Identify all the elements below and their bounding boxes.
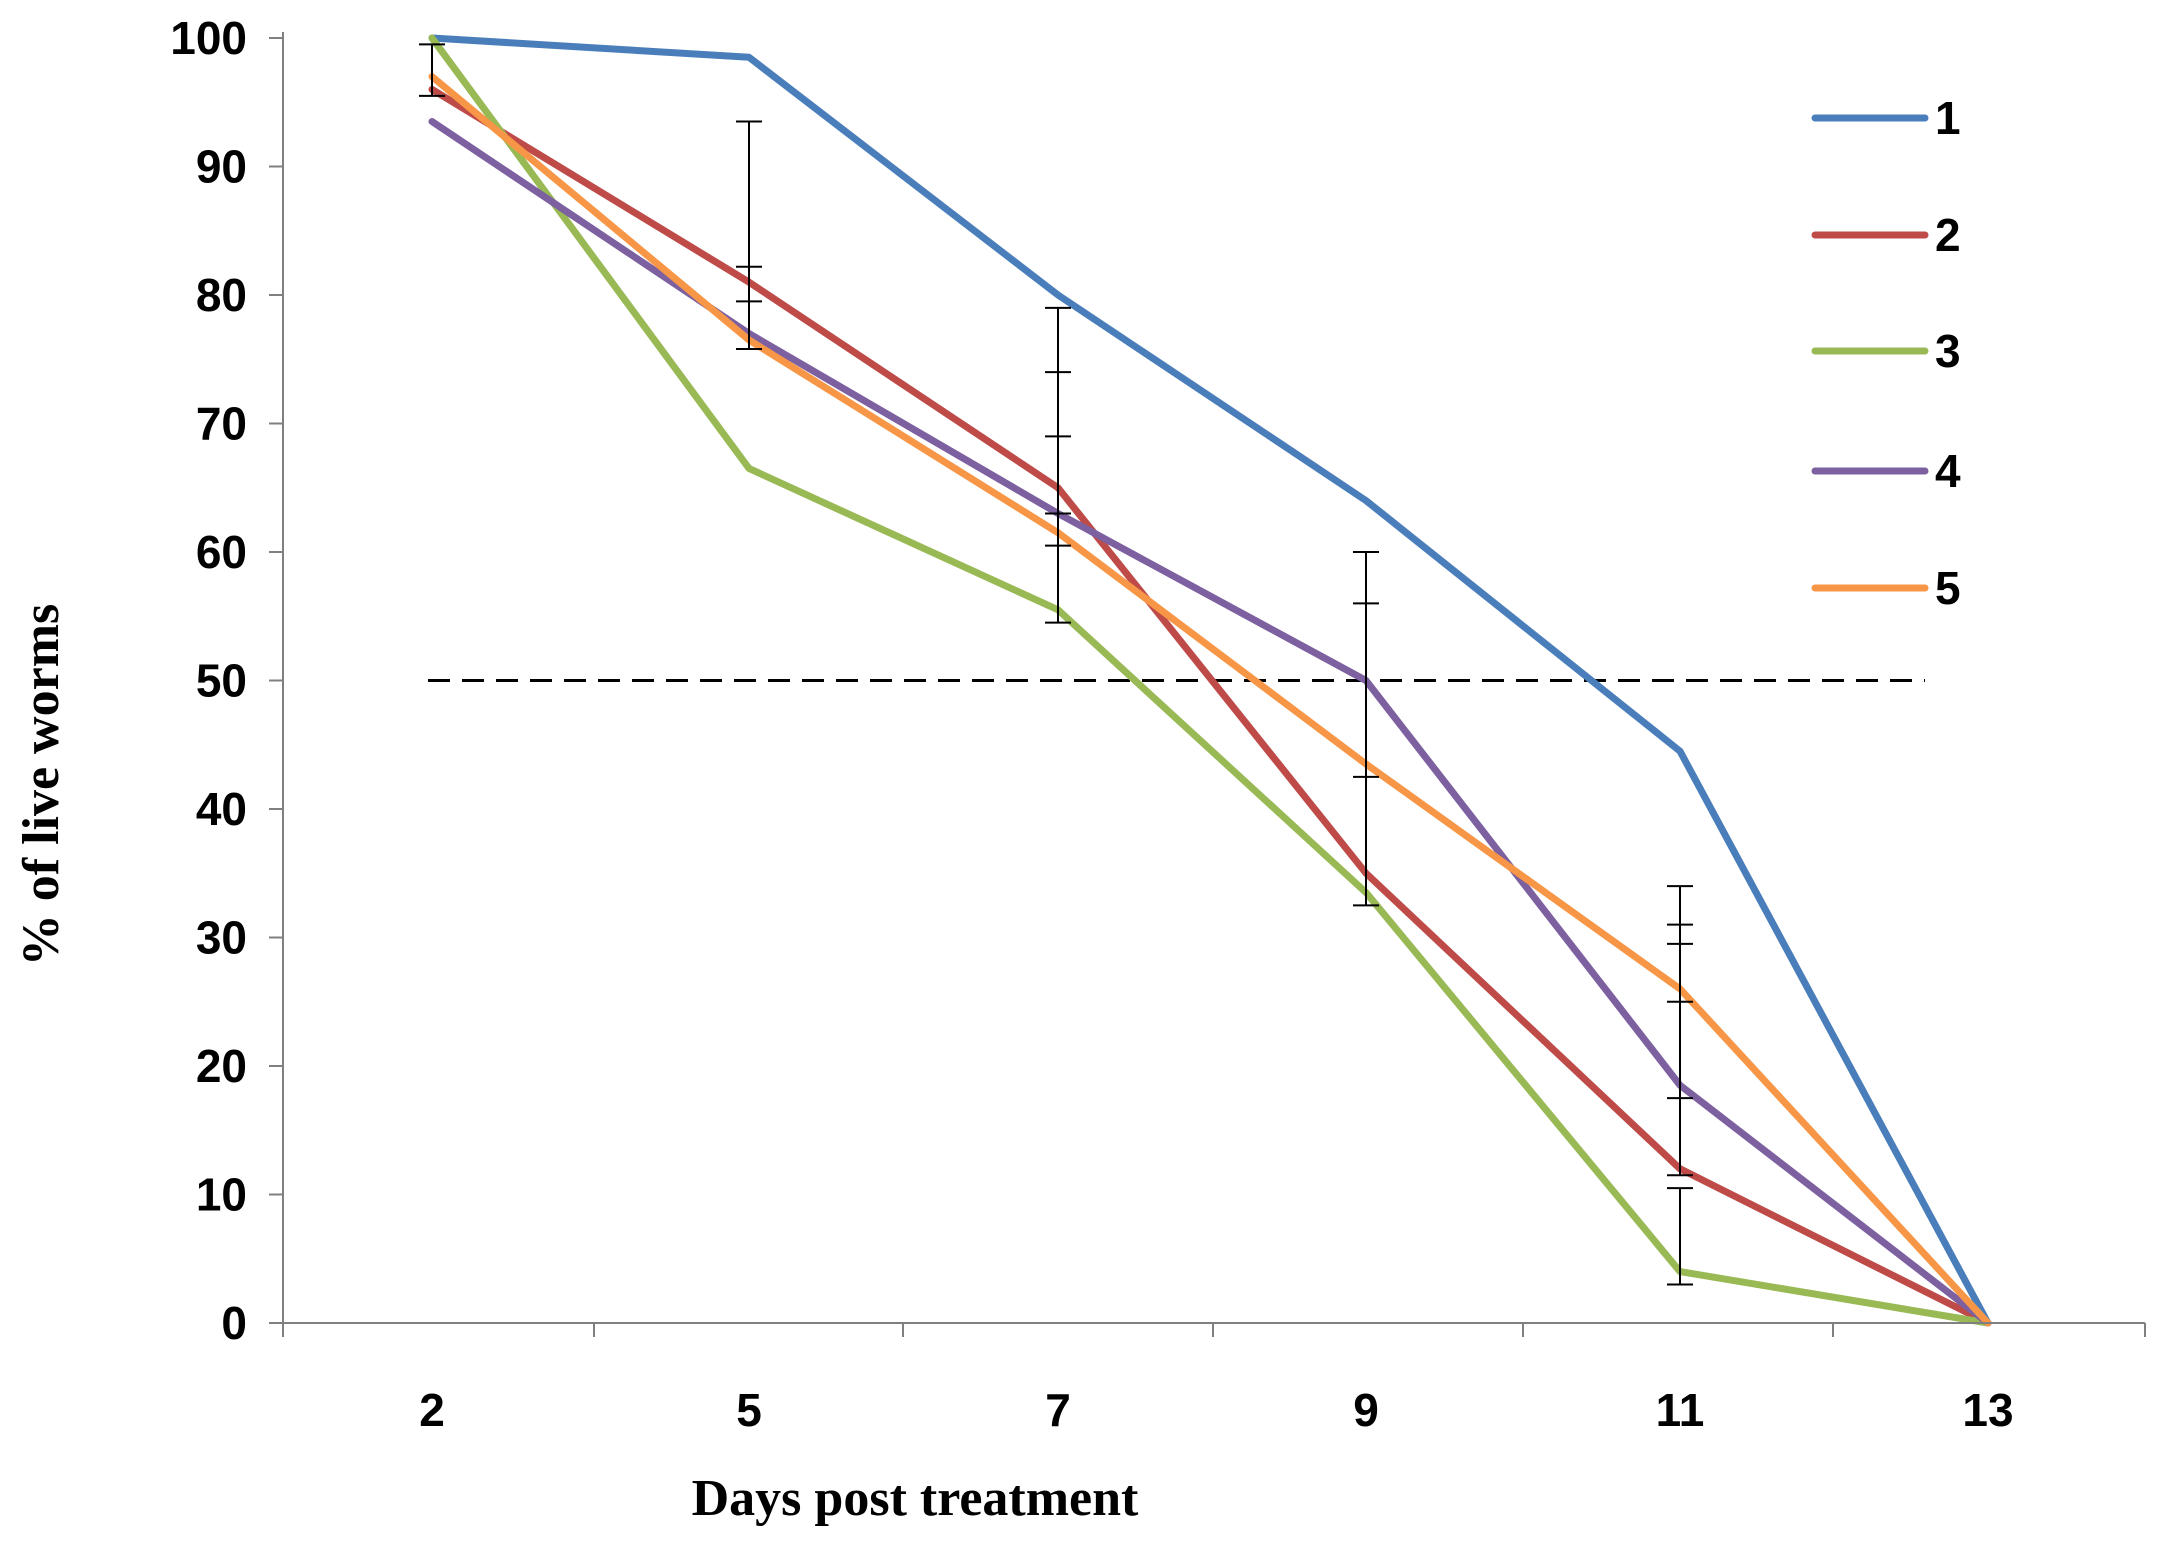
legend-label: 5 [1935, 562, 1961, 614]
legend-label: 3 [1935, 325, 1961, 377]
x-tick-label: 13 [1962, 1384, 2013, 1436]
legend-item-5: 5 [1811, 562, 1961, 614]
error-bar [1667, 923, 1693, 1003]
error-bar [1045, 306, 1071, 515]
y-tick-label: 90 [196, 141, 247, 193]
x-tick-label: 5 [736, 1384, 762, 1436]
error-bar [1667, 1187, 1693, 1286]
x-tick-label: 7 [1045, 1384, 1071, 1436]
x-tick-label: 9 [1353, 1384, 1379, 1436]
legend-label: 2 [1935, 209, 1961, 261]
y-axis-title: % of live worms [13, 604, 70, 966]
series-line-3 [428, 34, 1992, 1327]
plot-area [419, 34, 1992, 1327]
legend-label: 1 [1935, 92, 1961, 144]
series-line-2 [428, 85, 1992, 1327]
legend-item-3: 3 [1811, 325, 1961, 377]
y-tick-label: 20 [196, 1040, 247, 1092]
y-tick-label: 50 [196, 655, 247, 707]
x-tick-label: 2 [419, 1384, 445, 1436]
error-bar [736, 120, 762, 303]
y-tick-label: 40 [196, 783, 247, 835]
y-tick-label: 0 [221, 1297, 247, 1349]
y-tick-label: 30 [196, 912, 247, 964]
legend-item-1: 1 [1811, 92, 1961, 144]
legend-label: 4 [1935, 445, 1961, 497]
y-tick-label: 70 [196, 398, 247, 450]
error-bar [1353, 551, 1379, 778]
y-tick-label: 10 [196, 1169, 247, 1221]
series-line-5 [428, 73, 1992, 1327]
y-tick-label: 80 [196, 269, 247, 321]
x-tick-label: 11 [1656, 1384, 1705, 1436]
legend: 1 2 3 4 5 [1811, 92, 1961, 614]
series-line-1 [428, 34, 1992, 1327]
series-line-4 [428, 118, 1992, 1327]
legend-item-2: 2 [1811, 209, 1961, 261]
error-bar [419, 43, 445, 97]
y-tick-label: 100 [170, 12, 247, 64]
legend-item-4: 4 [1811, 445, 1961, 497]
x-axis-title: Days post treatment [692, 1470, 1139, 1527]
y-tick-label: 60 [196, 526, 247, 578]
